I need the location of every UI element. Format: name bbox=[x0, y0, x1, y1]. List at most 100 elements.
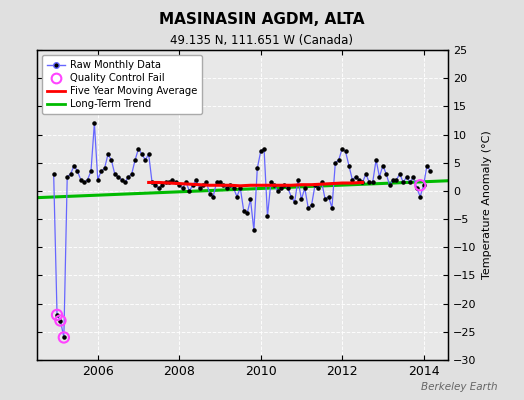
Point bbox=[80, 179, 89, 186]
Point bbox=[409, 174, 418, 180]
Point bbox=[270, 182, 278, 188]
Point bbox=[53, 312, 61, 318]
Point bbox=[416, 182, 424, 188]
Y-axis label: Temperature Anomaly (°C): Temperature Anomaly (°C) bbox=[482, 131, 492, 279]
Text: 49.135 N, 111.651 W (Canada): 49.135 N, 111.651 W (Canada) bbox=[170, 34, 354, 47]
Point bbox=[372, 157, 380, 163]
Point bbox=[199, 182, 207, 188]
Point bbox=[73, 168, 82, 174]
Point bbox=[205, 190, 214, 197]
Point bbox=[290, 199, 299, 205]
Point bbox=[328, 205, 336, 211]
Point bbox=[141, 157, 149, 163]
Point bbox=[402, 174, 411, 180]
Point bbox=[386, 182, 394, 188]
Point bbox=[233, 193, 241, 200]
Point bbox=[97, 168, 105, 174]
Point bbox=[148, 179, 156, 186]
Point bbox=[334, 157, 343, 163]
Text: MASINASIN AGDM, ALTA: MASINASIN AGDM, ALTA bbox=[159, 12, 365, 27]
Point bbox=[63, 174, 71, 180]
Point bbox=[192, 176, 200, 183]
Point bbox=[277, 185, 285, 191]
Point bbox=[56, 317, 64, 324]
Point bbox=[324, 193, 333, 200]
Point bbox=[267, 179, 275, 186]
Point bbox=[382, 171, 390, 177]
Point bbox=[297, 196, 305, 202]
Point bbox=[365, 179, 374, 186]
Point bbox=[83, 176, 92, 183]
Point bbox=[249, 227, 258, 234]
Point bbox=[145, 151, 153, 158]
Point bbox=[161, 179, 170, 186]
Point bbox=[348, 176, 356, 183]
Point bbox=[274, 188, 282, 194]
Point bbox=[368, 179, 377, 186]
Point bbox=[260, 146, 268, 152]
Point bbox=[178, 185, 187, 191]
Point bbox=[280, 182, 289, 188]
Point bbox=[419, 182, 428, 188]
Point bbox=[392, 176, 401, 183]
Point bbox=[94, 176, 102, 183]
Point bbox=[304, 205, 312, 211]
Point bbox=[127, 171, 136, 177]
Point bbox=[216, 179, 224, 186]
Point bbox=[412, 185, 421, 191]
Point bbox=[189, 182, 197, 188]
Point bbox=[239, 208, 248, 214]
Point bbox=[253, 165, 261, 172]
Point bbox=[114, 174, 122, 180]
Point bbox=[90, 120, 99, 126]
Point bbox=[423, 162, 431, 169]
Point bbox=[345, 162, 353, 169]
Point bbox=[230, 185, 238, 191]
Point bbox=[124, 174, 133, 180]
Point bbox=[416, 193, 424, 200]
Point bbox=[358, 179, 367, 186]
Point bbox=[182, 179, 190, 186]
Legend: Raw Monthly Data, Quality Control Fail, Five Year Moving Average, Long-Term Tren: Raw Monthly Data, Quality Control Fail, … bbox=[42, 55, 202, 114]
Point bbox=[49, 171, 58, 177]
Point bbox=[209, 193, 217, 200]
Point bbox=[287, 193, 296, 200]
Point bbox=[256, 148, 265, 155]
Point bbox=[107, 157, 115, 163]
Point bbox=[168, 176, 177, 183]
Point bbox=[111, 171, 119, 177]
Point bbox=[426, 168, 434, 174]
Point bbox=[283, 185, 292, 191]
Point bbox=[134, 146, 143, 152]
Point bbox=[311, 182, 319, 188]
Point bbox=[375, 174, 384, 180]
Point bbox=[294, 176, 302, 183]
Point bbox=[243, 210, 252, 217]
Point bbox=[246, 196, 255, 202]
Point bbox=[352, 174, 360, 180]
Point bbox=[355, 176, 363, 183]
Point bbox=[341, 148, 350, 155]
Point bbox=[151, 182, 160, 188]
Point bbox=[56, 317, 64, 324]
Point bbox=[104, 151, 112, 158]
Point bbox=[195, 185, 204, 191]
Point bbox=[138, 151, 146, 158]
Point bbox=[60, 334, 68, 341]
Point bbox=[308, 202, 316, 208]
Point bbox=[165, 179, 173, 186]
Point bbox=[121, 179, 129, 186]
Point bbox=[53, 312, 61, 318]
Point bbox=[158, 182, 167, 188]
Point bbox=[212, 179, 221, 186]
Point bbox=[175, 182, 183, 188]
Point bbox=[338, 146, 346, 152]
Point bbox=[172, 179, 180, 186]
Point bbox=[202, 179, 211, 186]
Point bbox=[406, 179, 414, 186]
Point bbox=[219, 182, 227, 188]
Point bbox=[155, 185, 163, 191]
Text: Berkeley Earth: Berkeley Earth bbox=[421, 382, 498, 392]
Point bbox=[321, 196, 330, 202]
Point bbox=[70, 162, 78, 169]
